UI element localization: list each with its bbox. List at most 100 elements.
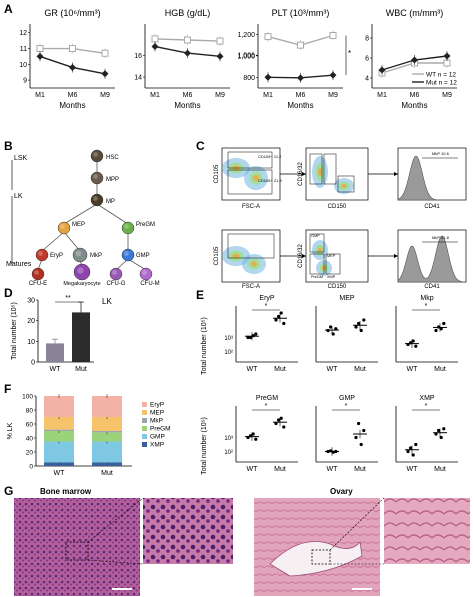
panel-e-point — [357, 321, 361, 326]
panel-e-point — [411, 453, 415, 457]
panel-e-point — [439, 327, 443, 331]
cell-label: CFU-G — [107, 281, 126, 286]
panel-a-legend-label: Mut n = 12 — [426, 80, 457, 87]
cell-label: GMP — [136, 253, 150, 259]
panel-e-point — [282, 321, 286, 326]
panel-e-point — [409, 446, 413, 450]
cell-node-mp — [90, 193, 104, 207]
panel-e-significance: * — [425, 303, 428, 310]
panel-a-point — [297, 41, 304, 49]
panel-a-xtick: M6 — [410, 92, 420, 99]
panel-a-xlabel: Months — [59, 101, 85, 110]
gate-label: XMP — [327, 275, 336, 279]
gate-label: CD105− 11.2 — [258, 154, 282, 159]
panel-e-point — [329, 325, 333, 329]
panel-e-xtick: WT — [327, 466, 339, 473]
panel-f-ytick: 60 — [26, 422, 34, 429]
panel-e-xtick: Mut — [354, 366, 366, 373]
panel-e-point — [406, 449, 410, 454]
cell-label: CFU-M — [140, 281, 159, 286]
cell-label: PreGM — [136, 222, 155, 228]
panel-d-ytick: 10 — [27, 339, 35, 346]
panel-e-ytick: 10³ — [224, 436, 233, 442]
flow-plot-row2-fsc — [221, 229, 281, 283]
panel-e-point — [362, 428, 366, 433]
panel-e-title: MEP — [339, 295, 355, 302]
panel-e-chart-xmp: XMP WT Mut * — [395, 395, 458, 473]
panel-e-chart-gmp: GMP WT Mut * — [315, 395, 378, 473]
panel-b-hierarchy: LSK LK Matures HSC MPP MP MEP PreGM EryP MkP GM… — [6, 149, 160, 286]
flow-axis-label: FSC-A — [242, 284, 260, 288]
panel-f-xtick: Mut — [101, 470, 113, 477]
panel-e-point — [331, 332, 335, 336]
panel-e-chart-mep: MEP WT Mut — [315, 295, 378, 373]
cell-node-cfu-g — [109, 267, 123, 281]
matures-label: Matures — [6, 261, 32, 268]
panel-e-point — [254, 437, 258, 441]
panel-a-point — [443, 52, 451, 60]
panel-e-point — [354, 435, 358, 440]
panel-e-point — [274, 318, 278, 322]
panel-f-segment-gmp — [44, 441, 74, 463]
panel-a-point — [184, 49, 191, 57]
panel-e-xtick: Mut — [434, 466, 446, 473]
panel-f-ylabel: % LK — [7, 422, 14, 439]
panel-f-segment-mkp — [92, 431, 122, 433]
panel-a-ytick: 12 — [19, 30, 27, 37]
panel-e-point — [439, 435, 443, 440]
flow-axis-label: CD16/32 — [298, 162, 304, 186]
panel-a-xtick: M9 — [100, 92, 110, 99]
panel-e-point — [249, 335, 253, 340]
flow-axis-label: CD16/32 — [298, 244, 304, 268]
panel-f-segment-eryp — [92, 396, 122, 417]
panel-a-xtick: M6 — [296, 92, 306, 99]
panel-a-ytick: 1,000 — [237, 53, 255, 60]
panel-d-bar — [72, 312, 90, 362]
panel-d-ytick: 0 — [31, 360, 35, 367]
hist-label: MkP 10.6 — [432, 151, 450, 156]
panel-e-xtick: WT — [247, 466, 259, 473]
panel-e-chart-pregm: PreGM 10² 10³ WT Mut * — [224, 395, 298, 473]
panel-f-legend-label: MEP — [150, 410, 164, 417]
panel-d-significance: ** — [65, 295, 71, 302]
panel-f-legend-label: MkP — [150, 418, 163, 425]
panel-a-ytick: 14 — [134, 75, 142, 82]
ovary-zoom — [384, 498, 470, 564]
gate-label: PreGM — [311, 275, 323, 279]
panel-d-ytick: 30 — [27, 298, 35, 305]
panel-e-xtick: Mut — [434, 366, 446, 373]
panel-e-significance: * — [425, 403, 428, 410]
panel-d-xtick: Mut — [75, 366, 87, 373]
flow-plot-row1-fsc: CD105− 11.2 CD105+ 21.9 — [221, 147, 282, 201]
panel-e-point — [414, 344, 418, 348]
bone-marrow-zoom — [143, 498, 233, 564]
panel-a-xtick: M9 — [328, 92, 338, 99]
gate-label: CD105+ 21.9 — [258, 178, 282, 183]
panel-a-title: GR (10⁶/mm³) — [44, 8, 100, 18]
cell-node-eryp — [35, 248, 49, 262]
panel-e-chart-eryp: EryP 10² 10³ WT Mut * — [224, 295, 298, 373]
panel-a-point — [101, 49, 109, 57]
cell-label: MkP — [90, 253, 102, 259]
panel-f-segment-pregm — [92, 432, 122, 442]
panel-a-xtick: M6 — [68, 92, 78, 99]
panel-a-xtick: M1 — [35, 92, 45, 99]
flow-axis-label: CD41 — [424, 204, 440, 210]
panel-a-title: HGB (g/dL) — [165, 8, 211, 18]
panel-e-point — [411, 339, 415, 343]
panel-g-histology: Bone marrow Ovary — [14, 487, 470, 596]
panel-d-xtick: WT — [50, 366, 62, 373]
flow-hist-row2: MkP 21.8 — [397, 229, 467, 283]
panel-e-xtick: WT — [407, 366, 419, 373]
panel-f-ytick: 20 — [26, 450, 34, 457]
lk-label: LK — [14, 193, 23, 200]
panel-f-segment-mep — [44, 417, 74, 430]
panel-f-ytick: 40 — [26, 436, 34, 443]
panel-f-segment-gmp — [92, 441, 122, 463]
panel-e-point — [442, 321, 446, 326]
panel-a-point — [101, 70, 109, 78]
panel-d-ytick: 20 — [27, 318, 35, 325]
panel-e-point — [362, 318, 366, 322]
